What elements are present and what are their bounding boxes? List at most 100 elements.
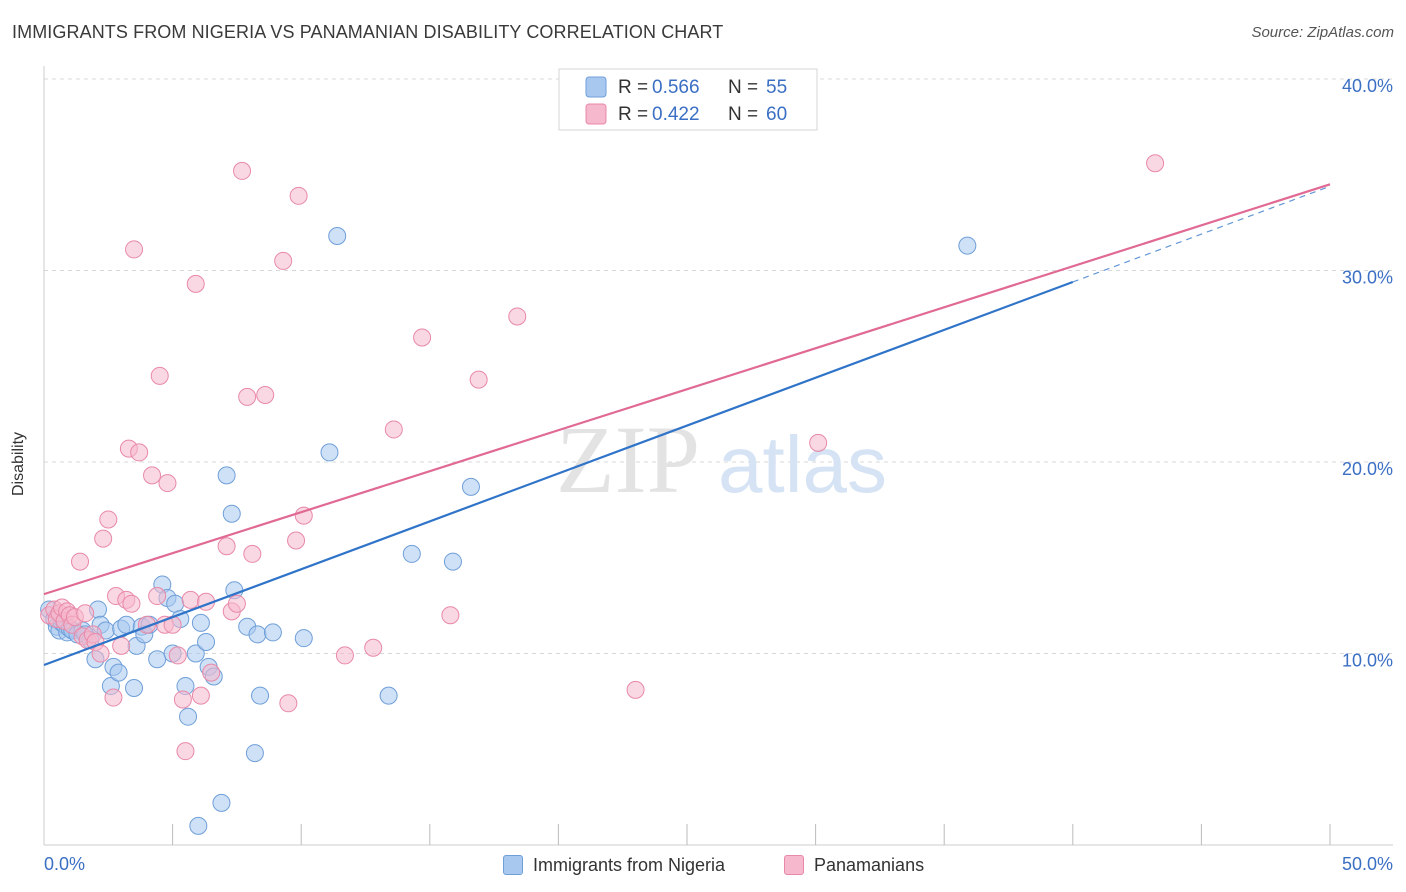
points-pink-point-45 xyxy=(233,161,252,180)
points-pink-point-32 xyxy=(158,474,177,493)
points-pink-point-29 xyxy=(148,587,167,606)
points-blue-point-36 xyxy=(191,613,210,632)
points-pink-point-19 xyxy=(104,688,123,707)
watermark: ZIP atlas xyxy=(556,406,887,513)
legend-label-nigeria: Immigrants from Nigeria xyxy=(533,854,726,875)
points-pink-point-50 xyxy=(279,694,298,713)
points-blue-point-56 xyxy=(958,236,977,255)
points-pink-point-18 xyxy=(99,510,118,529)
points-pink-point-47 xyxy=(243,544,262,563)
points-blue-point-19 xyxy=(109,663,128,682)
legend-top-r-value-pink: 0.422 xyxy=(652,104,700,125)
points-blue-point-41 xyxy=(217,466,236,485)
points-pink-point-36 xyxy=(176,742,195,761)
points-pink-point-39 xyxy=(191,686,210,705)
points-pink-point-12 xyxy=(76,604,95,623)
points-pink-point-38 xyxy=(186,274,205,293)
points-pink-point-10 xyxy=(71,552,90,571)
points-pink-point-17 xyxy=(94,529,113,548)
x-tick-label-max: 50.0% xyxy=(1342,854,1393,874)
legend-top-n-value-blue: 55 xyxy=(766,77,787,98)
points-blue-point-49 xyxy=(294,629,313,648)
legend-swatch-panamanians xyxy=(784,855,804,875)
legend-top: R = 0.566 N = 55 R = 0.422 N = 60 xyxy=(558,68,818,131)
points-pink-point-63 xyxy=(1146,154,1165,173)
points-pink-point-61 xyxy=(626,680,645,699)
x-tick-labels: 0.0% 50.0% xyxy=(44,854,1393,874)
points-pink-point-59 xyxy=(469,370,488,389)
points-pink-point-41 xyxy=(202,663,221,682)
trend-line-panamanians xyxy=(43,183,1331,596)
points-pink-point-30 xyxy=(150,366,169,385)
points-blue-point-47 xyxy=(251,686,270,705)
points-pink-point-60 xyxy=(508,307,527,326)
points-blue-point-53 xyxy=(402,544,421,563)
y-tick-label-20: 20.0% xyxy=(1342,459,1393,479)
points-pink-point-58 xyxy=(441,606,460,625)
points-pink-point-28 xyxy=(143,466,162,485)
points-pink-point-57 xyxy=(413,328,432,347)
trend-lines xyxy=(43,183,1331,667)
points-pink-point-62 xyxy=(809,433,828,452)
source-label: Source: ZipAtlas.com xyxy=(1251,24,1394,41)
points-pink-point-34 xyxy=(168,646,187,665)
points-blue-point-42 xyxy=(222,504,241,523)
points-pink-point-51 xyxy=(287,531,306,550)
legend-top-swatch-pink xyxy=(585,103,607,125)
points-blue-point-40 xyxy=(212,793,231,812)
legend-top-r-label-pink: R = xyxy=(618,104,648,125)
points-blue-point-46 xyxy=(248,625,267,644)
points-pink-point-37 xyxy=(181,590,200,609)
trend-line-nigeria xyxy=(43,280,1074,667)
points-blue-point-52 xyxy=(379,686,398,705)
legend-top-n-label-pink: N = xyxy=(728,104,758,125)
points-blue-point-22 xyxy=(125,678,144,697)
points-pink-point-46 xyxy=(238,387,257,406)
y-tick-label-40: 40.0% xyxy=(1342,76,1393,96)
points-pink-point-48 xyxy=(256,385,275,404)
y-tick-label-10: 10.0% xyxy=(1342,651,1393,671)
points-blue-point-37 xyxy=(197,633,216,652)
points-pink-point-26 xyxy=(130,443,149,462)
legend-label-panamanians: Panamanians xyxy=(814,854,925,875)
chart-title: IMMIGRANTS FROM NIGERIA VS PANAMANIAN DI… xyxy=(12,22,724,42)
x-tick-label-min: 0.0% xyxy=(44,854,85,874)
points-blue-point-51 xyxy=(328,227,347,246)
legend-top-n-label-blue: N = xyxy=(728,77,758,98)
y-tick-label-30: 30.0% xyxy=(1342,268,1393,288)
points-blue-point-50 xyxy=(320,443,339,462)
points-pink-point-24 xyxy=(122,594,141,613)
points-blue-point-55 xyxy=(461,477,480,496)
legend-bottom: Immigrants from Nigeria Panamanians xyxy=(0,850,1406,880)
points-blue-point-35 xyxy=(186,644,205,663)
axes xyxy=(43,66,1393,846)
points-pink-point-54 xyxy=(335,646,354,665)
points-pink-point-44 xyxy=(227,594,246,613)
points-blue-point-48 xyxy=(263,623,282,642)
trend-line-nigeria-extension xyxy=(1072,185,1331,283)
points-blue-point-45 xyxy=(245,744,264,763)
points-pink-point-53 xyxy=(294,506,313,525)
series-panamanians xyxy=(40,154,1165,761)
legend-top-r-label-blue: R = xyxy=(618,77,648,98)
legend-top-swatch-blue xyxy=(585,76,607,98)
points-pink-point-52 xyxy=(289,186,308,205)
points-pink-point-49 xyxy=(274,251,293,270)
series-immigrants-from-nigeria xyxy=(40,227,977,835)
points-pink-point-35 xyxy=(173,690,192,709)
points-pink-point-21 xyxy=(112,636,131,655)
points-pink-point-25 xyxy=(125,240,144,259)
points-blue-point-31 xyxy=(166,594,185,613)
points-pink-point-56 xyxy=(384,420,403,439)
watermark-zip: ZIP xyxy=(556,406,700,513)
points-blue-point-57 xyxy=(189,816,208,835)
points-pink-point-55 xyxy=(364,638,383,657)
points-blue-point-27 xyxy=(148,650,167,669)
y-tick-labels: 10.0% 20.0% 30.0% 40.0% xyxy=(1342,76,1393,671)
legend-swatch-nigeria xyxy=(503,855,523,875)
legend-item-panamanians: Panamanians xyxy=(784,850,924,880)
legend-top-n-value-pink: 60 xyxy=(766,104,787,125)
points-blue-point-21 xyxy=(117,615,136,634)
legend-item-nigeria: Immigrants from Nigeria xyxy=(503,850,725,880)
